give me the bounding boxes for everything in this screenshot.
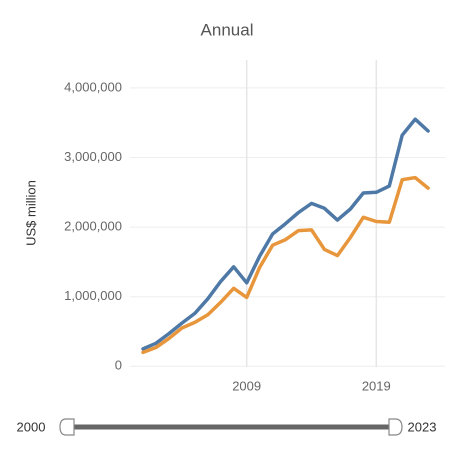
series-line [141, 117, 430, 351]
slider-handle-max[interactable] [388, 418, 403, 436]
slider-min-label: 2000 [17, 419, 46, 434]
slider-max-label: 2023 [408, 419, 437, 434]
x-tick-label: 2019 [362, 378, 391, 393]
x-tick-label: 2009 [232, 378, 261, 393]
series-line [141, 175, 430, 355]
y-axis-title: US$ million [23, 180, 38, 246]
y-tick-label: 4,000,000 [64, 79, 122, 94]
y-tick-label: 0 [115, 358, 122, 373]
y-tick-label: 2,000,000 [64, 219, 122, 234]
chart-title: Annual [201, 20, 254, 39]
y-tick-label: 1,000,000 [64, 288, 122, 303]
slider-handle-min[interactable] [59, 418, 75, 436]
y-tick-label: 3,000,000 [64, 149, 122, 164]
